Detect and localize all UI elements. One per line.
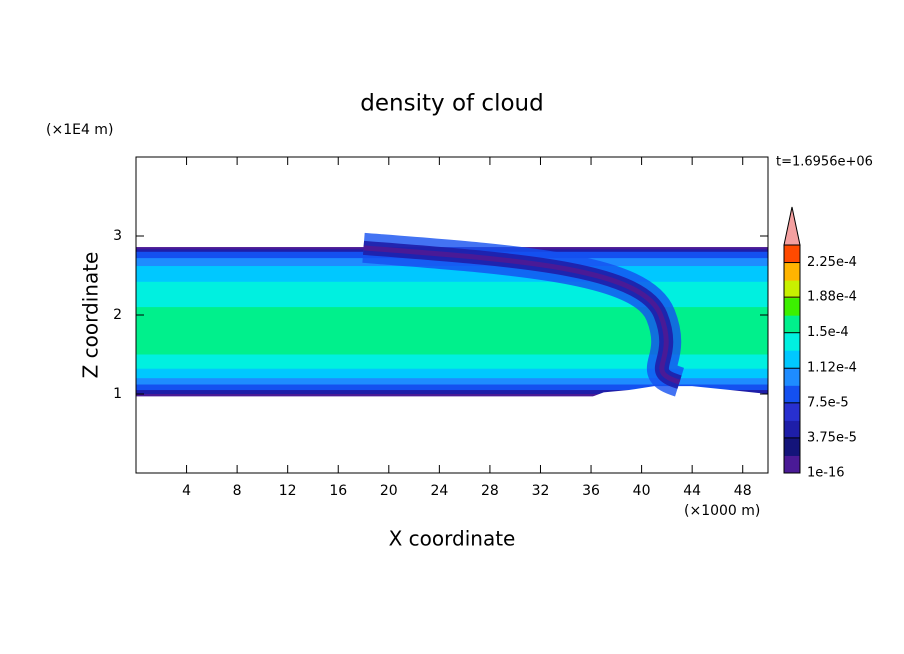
colorbar-band (784, 315, 800, 334)
contour-field (136, 232, 768, 402)
colorbar-band (784, 332, 800, 351)
colorbar-tick-label: 1e-16 (807, 466, 845, 481)
x-tick-label: 20 (380, 483, 398, 499)
y-unit: (×1E4 m) (46, 122, 113, 138)
y-tick-label: 2 (113, 307, 122, 323)
colorbar-tick-label: 1.5e-4 (807, 325, 849, 340)
colorbar-band (784, 350, 800, 369)
contour-streak (363, 245, 681, 385)
colorbar-band (784, 437, 800, 456)
x-tick-label: 44 (683, 483, 701, 499)
colorbar-band (784, 420, 800, 439)
colorbar-tick-label: 7.5e-5 (807, 395, 849, 410)
y-tick-label: 1 (113, 386, 122, 402)
x-tick-label: 48 (734, 483, 752, 499)
x-tick-label: 8 (233, 483, 242, 499)
x-tick-label: 24 (430, 483, 448, 499)
colorbar-tick-label: 3.75e-5 (807, 430, 857, 445)
x-tick-label: 4 (182, 483, 191, 499)
x-tick-label: 28 (481, 483, 499, 499)
y-axis-label: Z coordinate (79, 252, 103, 379)
x-tick-label: 12 (279, 483, 297, 499)
x-tick-label: 32 (532, 483, 550, 499)
chart-title: density of cloud (360, 91, 543, 117)
x-unit: (×1000 m) (684, 503, 760, 519)
colorbar-extend (783, 206, 801, 246)
x-tick-label: 16 (329, 483, 347, 499)
colorbar-tick-label: 1.12e-4 (807, 361, 857, 376)
colorbar-band (784, 297, 800, 316)
colorbar-tick-label: 2.25e-4 (807, 255, 857, 270)
colorbar-band (784, 245, 800, 264)
colorbar-band (784, 402, 800, 421)
x-tick-label: 36 (582, 483, 600, 499)
colorbar-band (784, 385, 800, 404)
colorbar-band (784, 367, 800, 386)
time-annotation: t=1.6956e+06 (776, 155, 873, 170)
colorbar-band (784, 262, 800, 281)
x-axis-label: X coordinate (389, 527, 516, 551)
colorbar-band (784, 280, 800, 299)
colorbar-tick-label: 1.88e-4 (807, 290, 857, 305)
colorbar-band (784, 455, 800, 474)
y-tick-label: 3 (113, 228, 122, 244)
x-tick-label: 40 (633, 483, 651, 499)
